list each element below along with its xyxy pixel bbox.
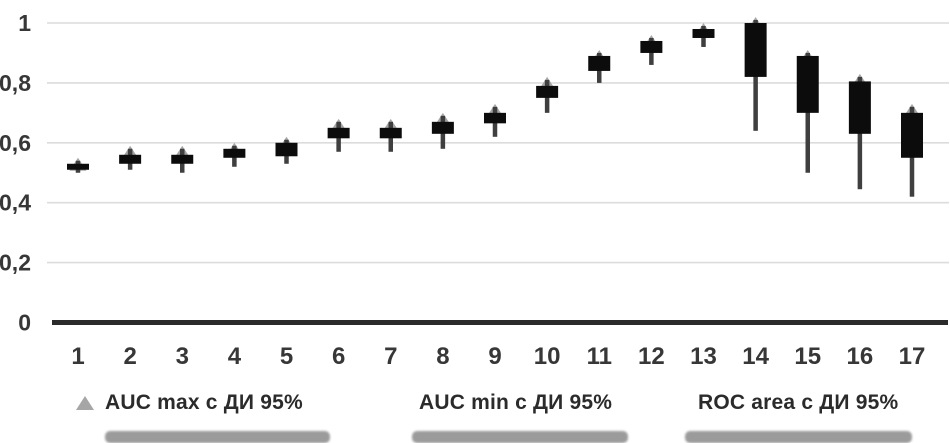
x-tick-label: 10 (534, 343, 561, 370)
range-box (588, 55, 611, 71)
cropped-second-legend-row (105, 431, 330, 443)
y-tick-label: 0 (18, 310, 31, 336)
triangle-icon (76, 396, 94, 410)
range-box (223, 148, 246, 158)
x-tick-label: 17 (899, 343, 926, 370)
range-box (536, 85, 559, 98)
range-box (848, 81, 871, 134)
range-box (171, 154, 194, 164)
range-box (431, 121, 454, 134)
x-tick-label: 1 (71, 343, 84, 370)
x-tick-label: 11 (587, 343, 612, 370)
legend-item-roc-area: ROC area с ДИ 95% (698, 388, 898, 418)
x-tick-label: 7 (384, 343, 397, 370)
x-tick-label: 14 (742, 343, 769, 370)
range-box (692, 28, 715, 38)
range-box (67, 163, 89, 170)
legend-label-auc-max: AUC max с ДИ 95% (105, 391, 303, 414)
range-box (901, 112, 923, 158)
y-tick-label: 0,2 (0, 250, 31, 276)
range-box (275, 142, 298, 157)
range-box (484, 112, 506, 124)
x-tick-label: 13 (690, 343, 717, 370)
x-tick-label: 2 (123, 343, 136, 370)
x-tick-label: 12 (638, 343, 665, 370)
x-tick-label: 3 (176, 343, 189, 370)
x-tick-label: 5 (280, 343, 293, 370)
y-tick-label: 0,8 (0, 70, 31, 96)
legend-label-roc-area: ROC area с ДИ 95% (698, 391, 899, 414)
legend-item-auc-max: AUC max с ДИ 95% (76, 388, 303, 418)
cropped-second-legend-row (685, 431, 912, 443)
range-box (796, 55, 819, 113)
x-tick-label: 4 (228, 343, 242, 370)
x-tick-label: 9 (488, 343, 501, 370)
legend-label-auc-min: AUC min с ДИ 95% (419, 391, 613, 414)
range-box (379, 127, 402, 139)
high-low-whisker (805, 52, 810, 173)
range-box (744, 23, 767, 77)
y-tick-label: 0,6 (0, 130, 31, 156)
range-box (327, 127, 350, 139)
x-tick-label: 6 (332, 343, 345, 370)
x-tick-label: 16 (847, 343, 874, 370)
range-box (640, 40, 663, 53)
plot-area: 10,80,60,40,201 2 3 4 5 6 7 8 9 10 11 12 13 14 15 16 17 (0, 10, 949, 370)
range-box (119, 154, 142, 164)
x-tick-label: 15 (794, 343, 821, 370)
cropped-second-legend-row (412, 431, 628, 443)
x-tick-label: 8 (436, 343, 449, 370)
y-tick-label: 1 (18, 10, 31, 36)
legend: AUC max с ДИ 95% AUC min с ДИ 95% ROC ar… (0, 388, 950, 418)
y-tick-label: 0,4 (0, 190, 31, 216)
legend-item-auc-min: AUC min с ДИ 95% (419, 388, 612, 418)
x-axis-line (52, 320, 948, 325)
